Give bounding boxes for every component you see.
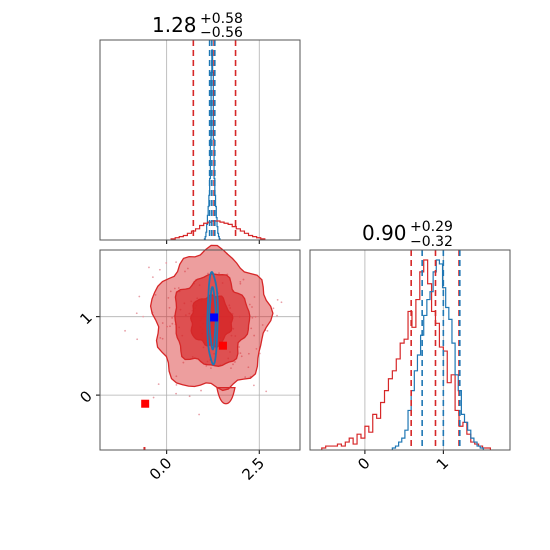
sample-point	[239, 282, 242, 285]
sample-point	[135, 312, 138, 315]
sample-point	[252, 384, 255, 387]
sample-point	[136, 338, 139, 341]
sample-point	[265, 390, 268, 393]
sample-point	[186, 267, 189, 270]
hist-red-param2	[321, 259, 491, 450]
sample-point	[250, 327, 253, 330]
sample-point	[266, 329, 269, 332]
title-param1: 1.28 +0.58 −0.56	[152, 11, 243, 41]
panel-param1-hist	[99, 39, 301, 241]
sample-point	[173, 287, 176, 290]
sample-point	[230, 367, 232, 370]
sample-point	[182, 361, 185, 364]
sample-point	[198, 413, 201, 416]
sample-point	[161, 322, 164, 324]
sample-point	[247, 366, 250, 369]
sample-point	[251, 306, 253, 308]
sample-point	[254, 315, 257, 318]
sample-point	[253, 296, 256, 298]
contour-blue-level-1	[208, 286, 217, 351]
marker-square-0	[210, 313, 219, 322]
sample-point	[124, 329, 126, 332]
sample-point	[238, 346, 240, 348]
sample-point	[154, 294, 157, 296]
sample-point	[175, 384, 178, 386]
sample-point	[207, 272, 209, 275]
title-param1-plus: +0.58	[200, 11, 243, 27]
sample-point	[169, 290, 172, 293]
sample-point	[210, 367, 212, 370]
sample-point	[184, 270, 186, 273]
sample-point	[251, 316, 254, 319]
sample-point	[177, 287, 180, 289]
x-tick-label-param1-1: 2.5	[238, 454, 268, 484]
sample-point	[272, 307, 275, 310]
sample-point	[244, 376, 247, 379]
x-tick-label-param1-0: 0.0	[146, 454, 176, 484]
sample-point	[167, 296, 170, 299]
title-param2-value: 0.90	[362, 221, 407, 245]
sample-point	[242, 278, 245, 281]
contour-red-tail	[216, 386, 236, 405]
title-param2-minus: −0.32	[410, 234, 453, 250]
sample-point	[280, 301, 283, 304]
sample-point	[239, 352, 242, 355]
sample-point	[157, 383, 160, 386]
hist-blue-param2	[391, 259, 484, 450]
panel-2d-contour	[99, 249, 301, 451]
y-tick-label-param2-0: 0	[76, 387, 95, 406]
sample-point	[165, 262, 168, 264]
hist-red-param1	[170, 220, 266, 240]
sample-point	[138, 295, 141, 298]
x-tick-label-param2-1: 1	[433, 454, 452, 473]
sample-point	[151, 276, 154, 279]
sample-point	[142, 315, 145, 318]
sample-point	[168, 306, 171, 309]
sample-point	[247, 352, 250, 355]
sample-point	[159, 336, 162, 339]
sample-point	[276, 298, 279, 301]
sample-point	[169, 325, 171, 328]
sample-point	[148, 266, 150, 269]
title-param1-value: 1.28	[152, 13, 197, 37]
sample-point	[152, 396, 155, 399]
sample-point	[171, 316, 174, 319]
sample-point	[234, 361, 236, 363]
sample-point	[253, 334, 256, 337]
sample-point	[248, 303, 251, 306]
sample-point	[171, 322, 174, 325]
sample-point	[276, 314, 278, 317]
contour-blue-level-0	[206, 270, 219, 366]
sample-point	[175, 375, 178, 378]
marker-square-1	[218, 341, 227, 350]
sample-point	[240, 355, 243, 358]
title-param1-minus: −0.56	[200, 25, 243, 41]
sample-point	[175, 392, 177, 395]
marker-square-2	[141, 399, 150, 408]
sample-point	[166, 325, 168, 328]
sample-point	[205, 365, 208, 367]
title-param2: 0.90 +0.29 −0.32	[362, 219, 453, 250]
sample-point	[232, 363, 234, 366]
sample-point	[218, 272, 220, 275]
sample-point	[255, 347, 258, 350]
x-tick-label-param2-0: 0	[354, 454, 373, 473]
sample-point	[143, 447, 146, 450]
sample-point	[239, 281, 242, 283]
sample-point	[188, 395, 191, 398]
panel-param2-hist	[309, 249, 511, 451]
sample-point	[200, 389, 202, 392]
y-tick-label-param2-1: 1	[76, 309, 95, 328]
title-param2-plus: +0.29	[410, 219, 453, 235]
sample-point	[261, 324, 264, 326]
sample-point	[158, 268, 161, 271]
sample-point	[175, 261, 177, 263]
sample-point	[161, 337, 164, 340]
